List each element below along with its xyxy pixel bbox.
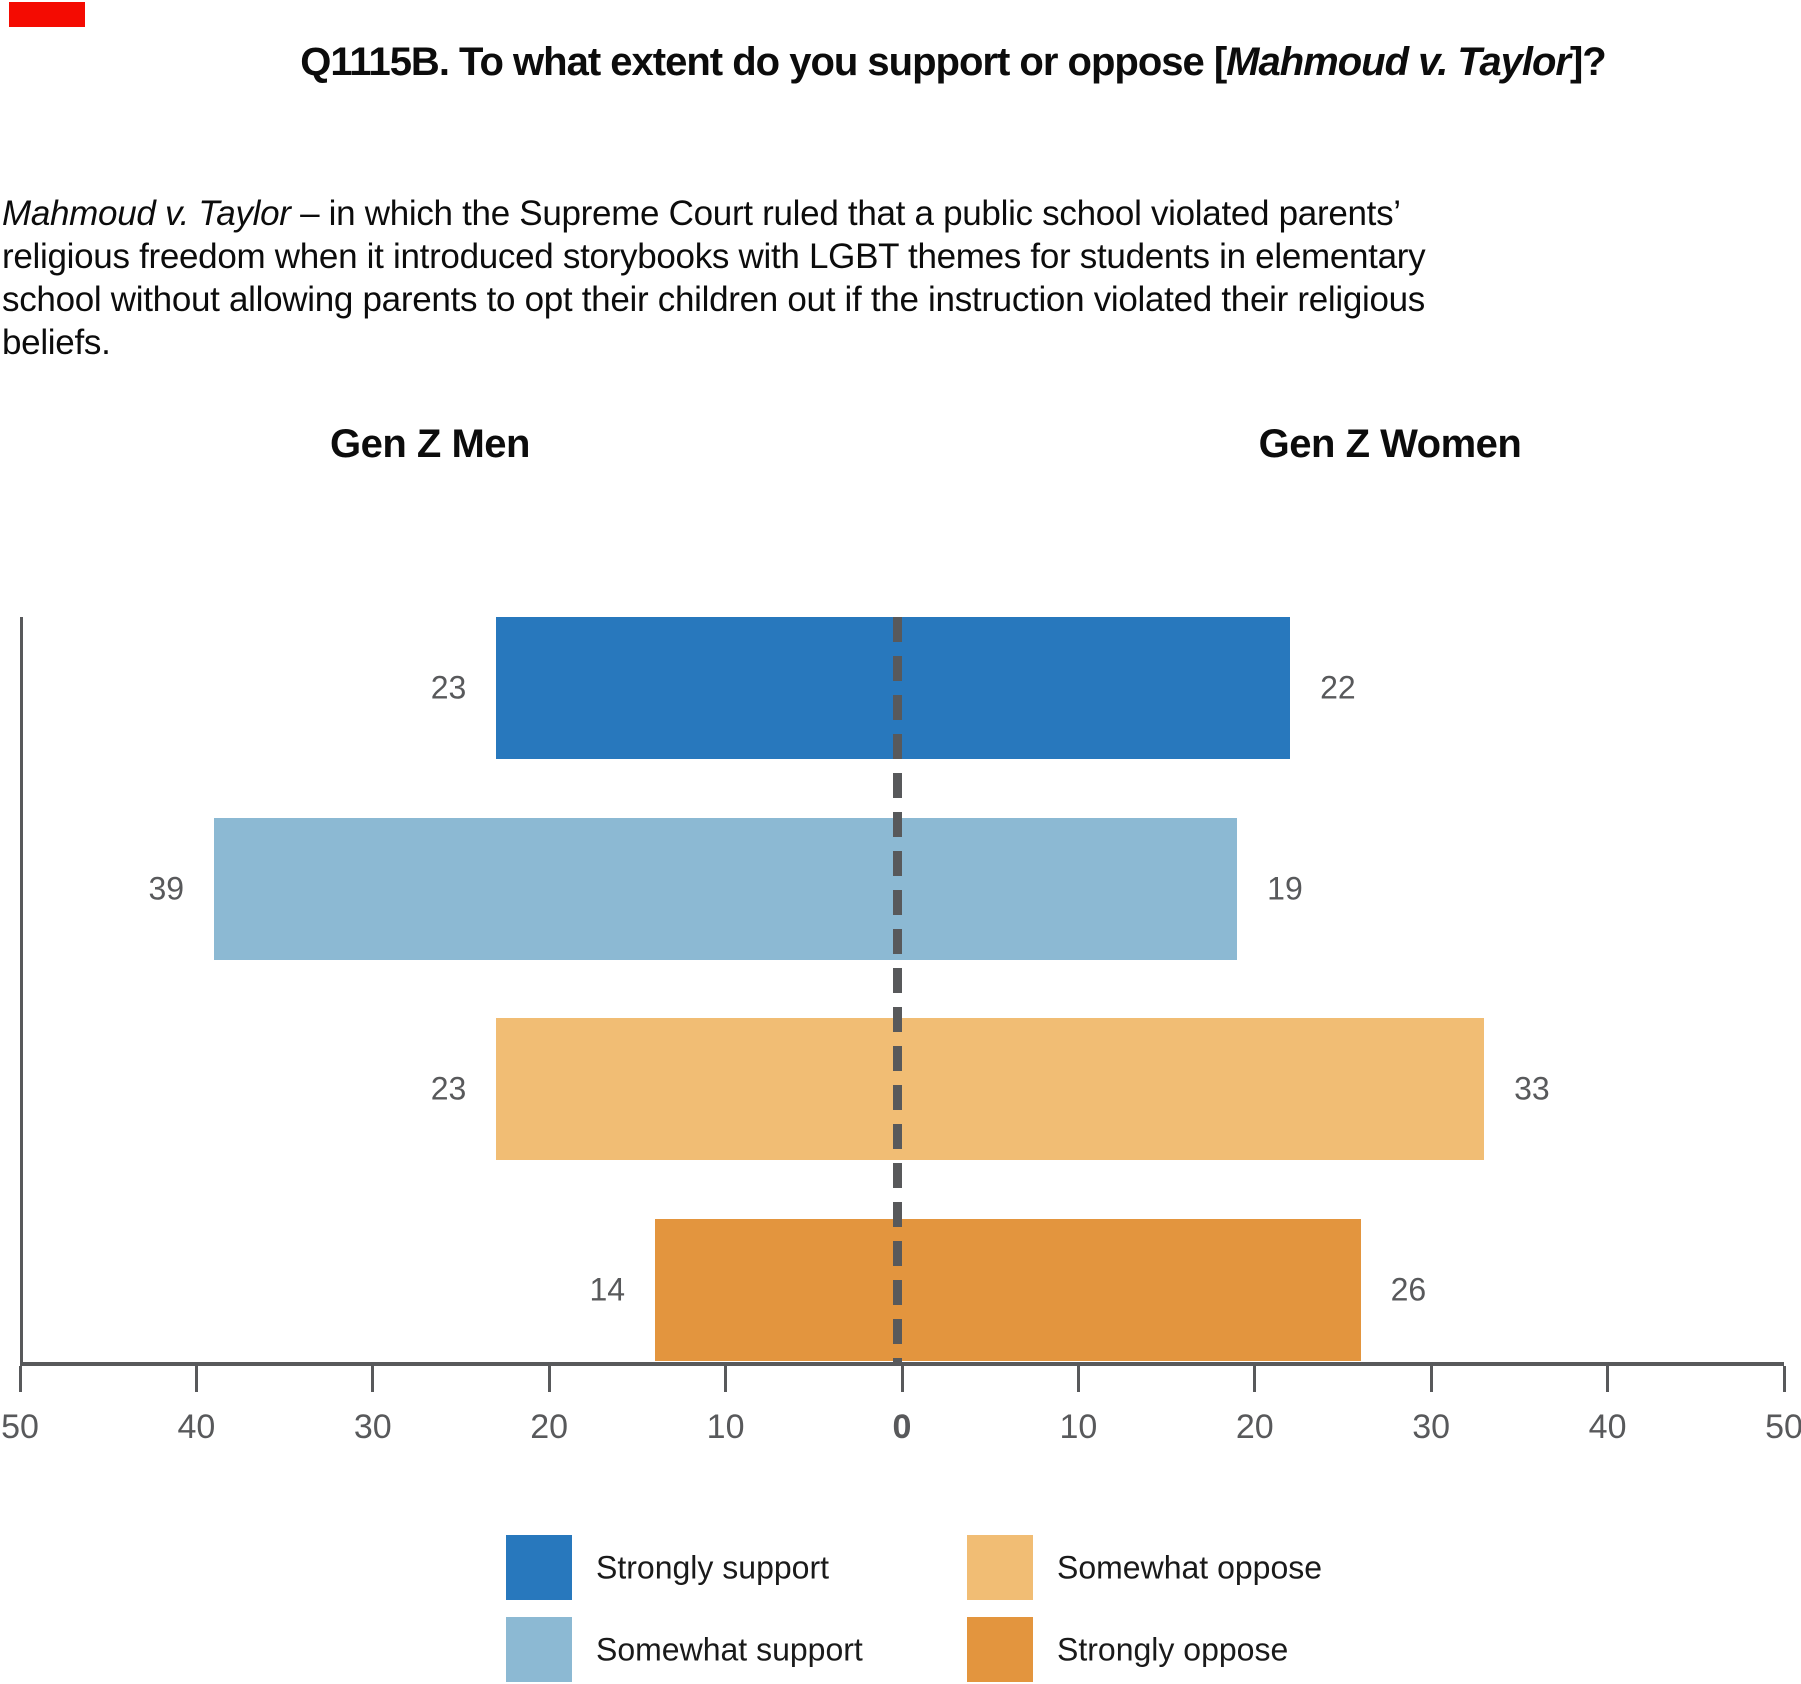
value-label-men-strongly-support: 23 [430,669,467,706]
axis-tick-label: 40 [177,1408,216,1446]
description-line-2: religious freedom when it introduced sto… [2,237,1426,276]
value-label-men-somewhat-oppose: 23 [430,1070,467,1107]
axis-tick-label: 30 [353,1408,392,1446]
axis-tick-label: 40 [1588,1408,1627,1446]
legend-swatch-strongly-oppose [967,1617,1033,1682]
legend-swatch-somewhat-oppose [967,1535,1033,1600]
axis-tick [1253,1366,1257,1392]
x-axis-line [20,1362,1784,1366]
description-line-3: school without allowing parents to opt t… [2,280,1426,319]
bar-gen-z-women-somewhat-support [902,817,1238,960]
axis-tick [1076,1366,1080,1392]
bar-gen-z-men-strongly-oppose [655,1218,902,1361]
description-line-1: Mahmoud v. Taylor – in which the Supreme… [2,192,1425,235]
y-axis-line [20,617,23,1366]
legend-label-strongly-oppose: Strongly oppose [1057,1631,1289,1668]
zero-dashed-line [893,617,902,1362]
red-logo-mark [9,2,85,27]
legend-label-somewhat-oppose: Somewhat oppose [1057,1549,1323,1586]
title-suffix: ]? [1569,40,1607,84]
bar-gen-z-men-strongly-support [496,617,902,759]
axis-tick-label: 20 [1235,1408,1274,1446]
axis-tick-label: 0 [892,1408,912,1446]
axis-tick [1429,1366,1433,1392]
axis-tick [1606,1366,1610,1392]
bar-gen-z-women-strongly-support [902,617,1291,759]
page-title: Q1115B. To what extent do you support or… [105,40,1801,85]
title-prefix: Q1115B. To what extent do you support or… [300,40,1227,84]
title-case-name: Mahmoud v. Taylor [1226,40,1571,84]
legend-label-strongly-support: Strongly support [596,1549,830,1586]
axis-tick-label: 10 [1059,1408,1098,1446]
legend-swatch-strongly-support [506,1535,572,1600]
axis-tick [194,1366,198,1392]
value-label-men-somewhat-support: 39 [148,870,185,906]
description-line-1-rest: – in which the Supreme Court ruled that … [290,194,1401,233]
axis-tick-label: 30 [1412,1408,1451,1446]
axis-tick-label: 10 [706,1408,745,1446]
bar-gen-z-men-somewhat-oppose [496,1018,902,1160]
legend-label-somewhat-support: Somewhat support [596,1631,863,1668]
legend-swatch-somewhat-support [506,1617,572,1682]
group-label-gen-z-men: Gen Z Men [330,422,530,466]
bar-gen-z-women-somewhat-oppose [902,1018,1485,1160]
axis-tick [724,1366,728,1392]
description-case-name: Mahmoud v. Taylor [2,194,291,233]
axis-tick [900,1366,904,1392]
axis-tick [18,1366,22,1392]
bar-gen-z-men-somewhat-support [214,817,902,960]
axis-tick [371,1366,375,1392]
axis-tick [1782,1366,1786,1392]
axis-tick-label: 50 [1,1408,39,1446]
axis-tick-label: 20 [530,1408,569,1446]
axis-tick-label: 50 [1765,1408,1801,1446]
value-label-women-strongly-support: 22 [1320,669,1356,706]
value-label-men-strongly-oppose: 14 [589,1271,626,1307]
description-line-4: beliefs. [2,323,111,362]
bar-gen-z-women-strongly-oppose [902,1218,1361,1361]
group-label-gen-z-women: Gen Z Women [1258,422,1522,466]
value-label-women-strongly-oppose: 26 [1390,1271,1427,1307]
case-description: Mahmoud v. Taylor – in which the Supreme… [2,192,1426,364]
value-label-women-somewhat-oppose: 33 [1514,1070,1550,1107]
value-label-women-somewhat-support: 19 [1267,870,1303,906]
axis-tick [547,1366,551,1392]
